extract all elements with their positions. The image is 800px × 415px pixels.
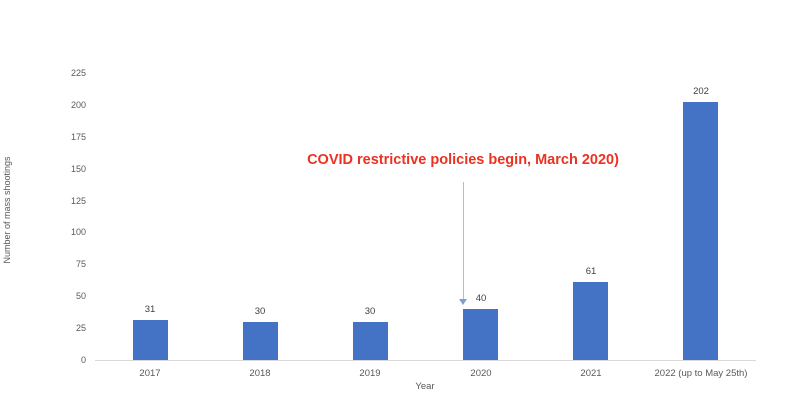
arrow-head	[459, 299, 467, 305]
bar-2021	[573, 282, 608, 360]
x-category-label: 2017	[139, 368, 161, 379]
bar-value-label: 30	[254, 306, 266, 317]
y-tick-label: 75	[75, 259, 86, 270]
bar-value-label: 61	[585, 266, 597, 277]
y-tick-label: 125	[70, 195, 86, 206]
bar-2017	[133, 320, 168, 360]
y-axis-title: Number of mass shootings	[2, 156, 12, 264]
y-tick-label: 25	[75, 323, 86, 334]
bar-2019	[353, 322, 388, 360]
bar-2020	[463, 309, 498, 360]
y-tick-label: 50	[75, 291, 86, 302]
y-tick-label: 200	[70, 99, 86, 110]
y-tick-label: 150	[70, 163, 86, 174]
y-tick-label: 225	[70, 68, 86, 78]
arrow-line	[462, 182, 464, 299]
x-category-label: 2018	[249, 368, 271, 379]
bar-value-label: 40	[475, 293, 487, 304]
plot-area: 31 30 30 40 61 202	[95, 73, 756, 361]
y-tick-label: 100	[70, 227, 86, 238]
y-tick-label: 0	[80, 355, 86, 365]
x-category-label: 2020	[470, 368, 492, 379]
y-tick-label: 175	[70, 131, 86, 142]
annotation-text: COVID restrictive policies begin, March …	[307, 152, 619, 168]
x-category-label: 2021	[580, 368, 602, 379]
bar-value-label: 31	[144, 304, 156, 315]
x-category-label: 2019	[359, 368, 381, 379]
down-arrow-icon	[459, 182, 468, 305]
bar-value-label: 202	[693, 86, 709, 97]
bar-value-label: 30	[364, 306, 376, 317]
x-category-label: 2022 (up to May 25th)	[654, 368, 748, 379]
x-axis-title: Year	[415, 381, 435, 392]
bar-2018	[243, 322, 278, 360]
bar-2022 (up to May 25th)	[683, 102, 718, 360]
